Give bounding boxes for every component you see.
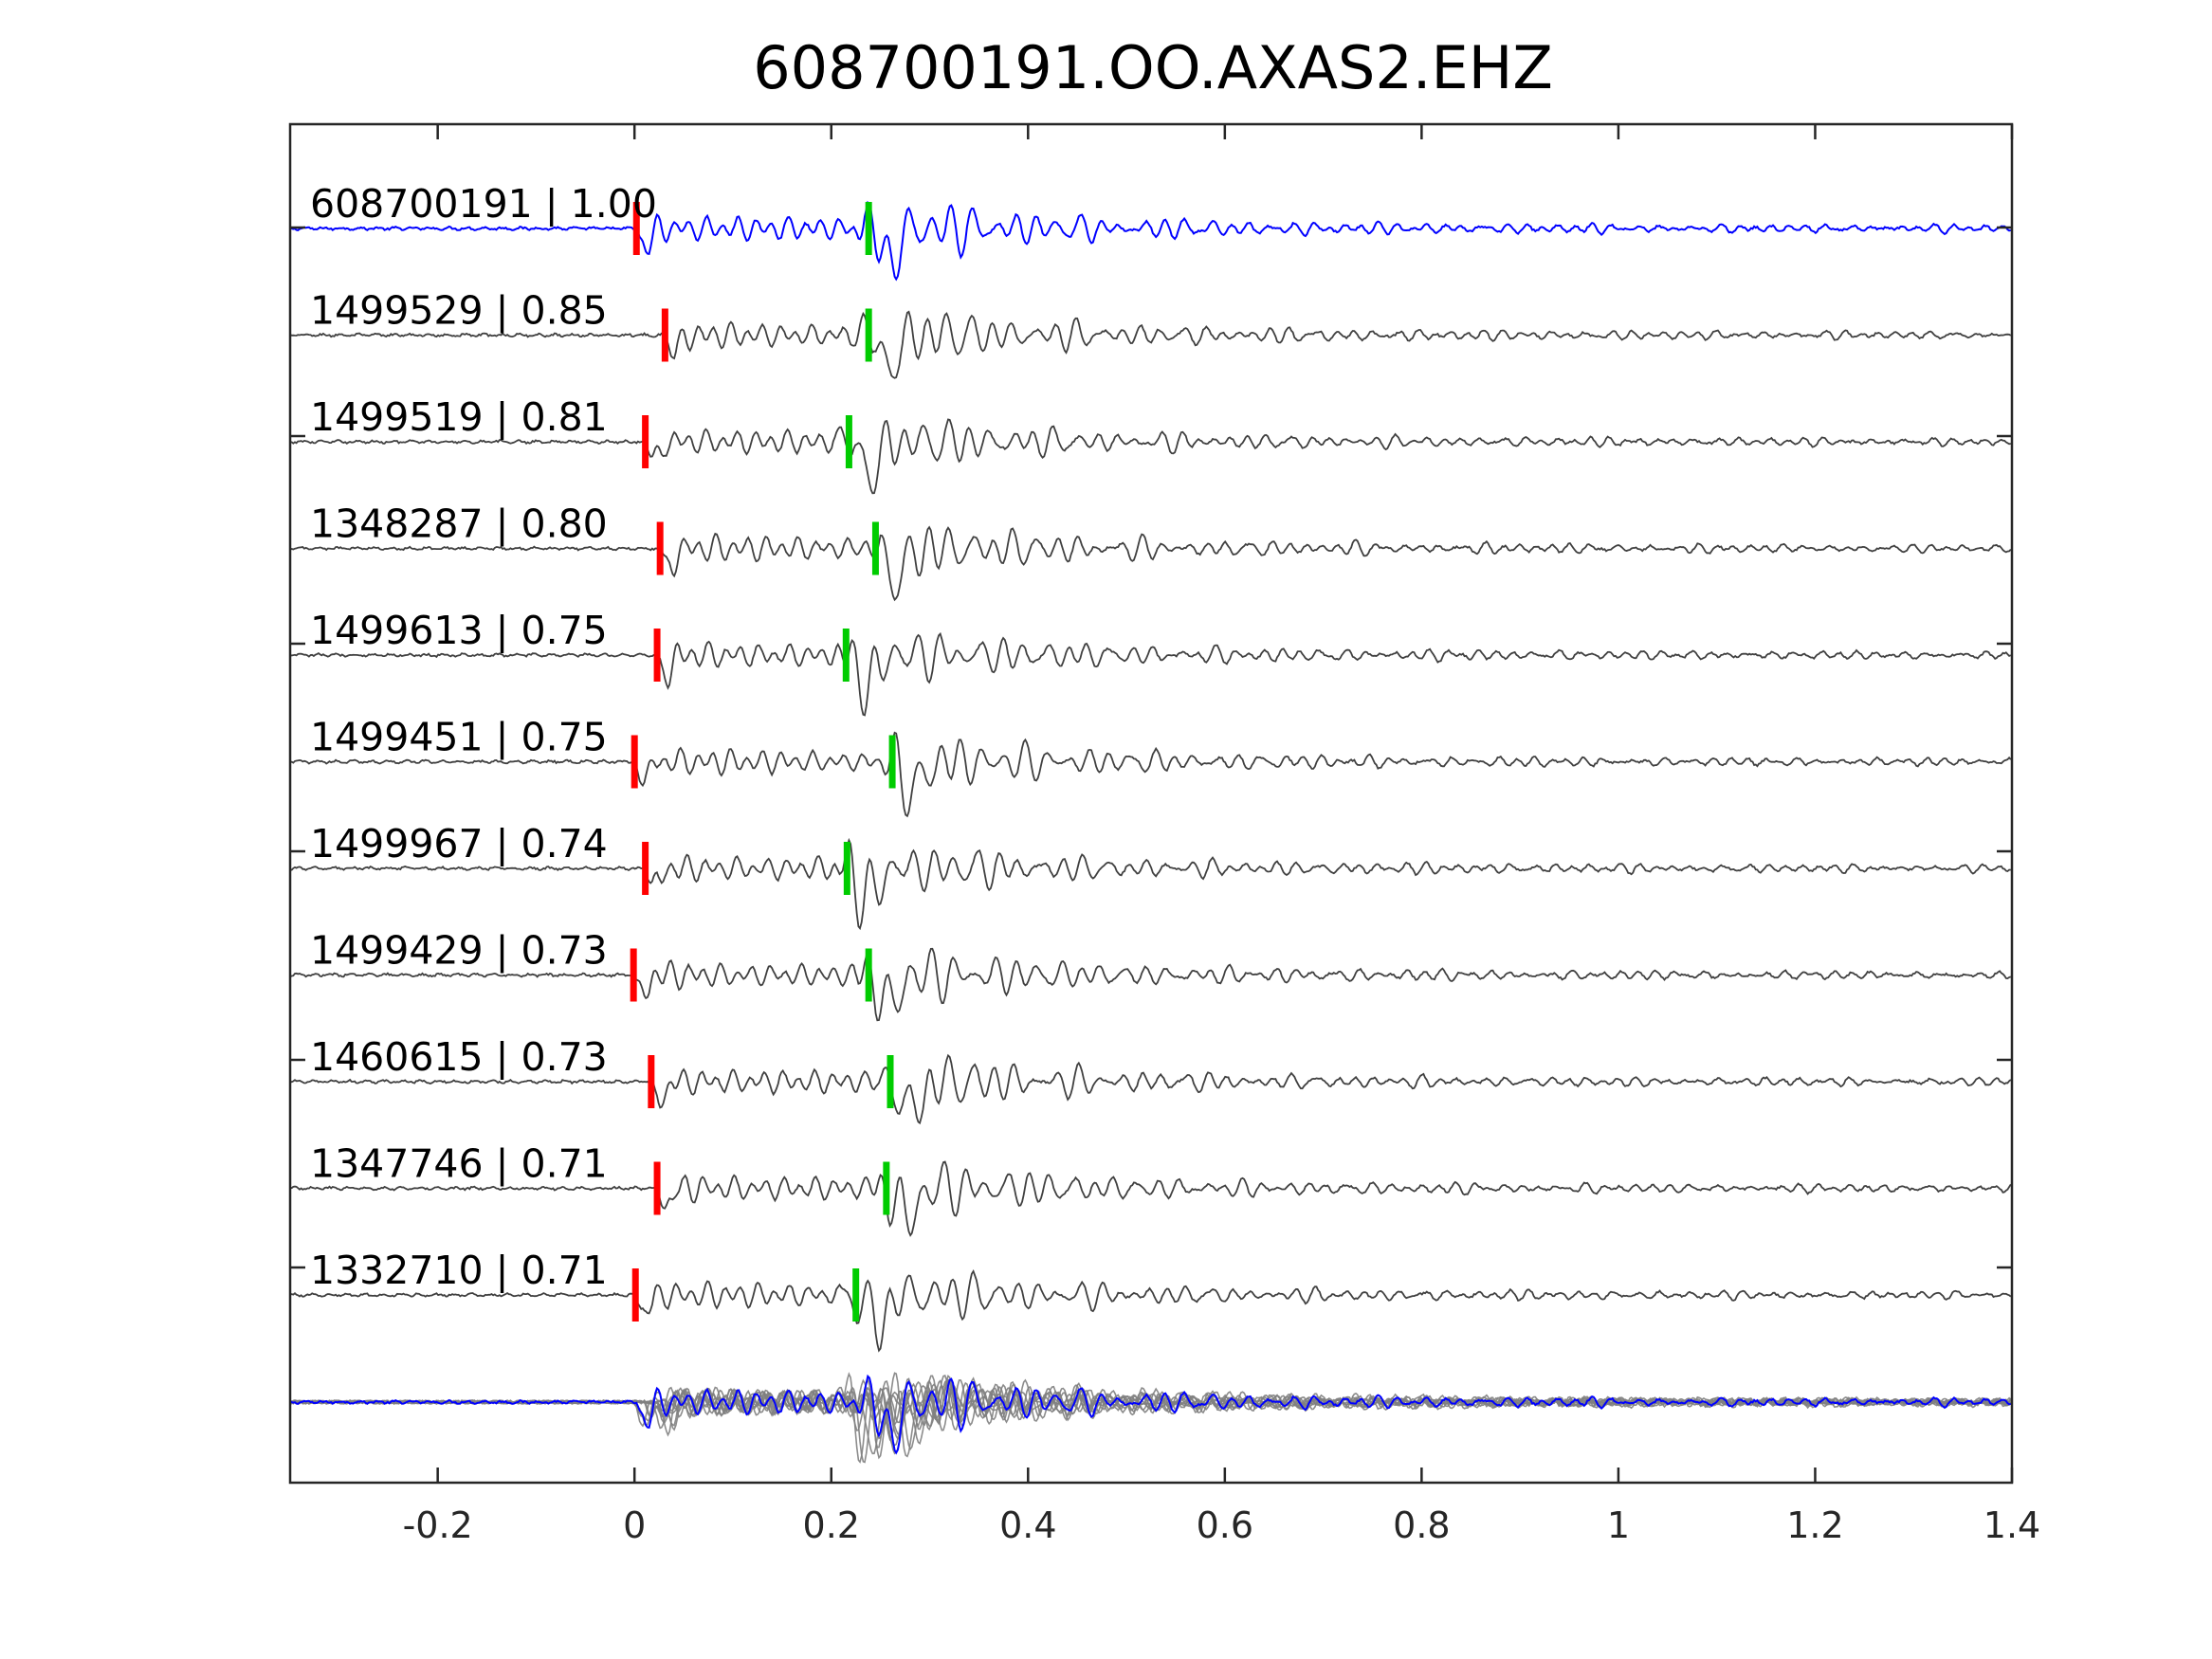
waveform-trace-1499529: [289, 310, 2012, 379]
stack-trace-1348287: [289, 1379, 2012, 1455]
traces-layer: [289, 200, 2012, 1353]
x-tick-label: 0.8: [1393, 1504, 1450, 1546]
x-tick-label: 1: [1607, 1504, 1630, 1546]
waveform-trace-1332710: [289, 1268, 2012, 1353]
x-tick-label: 0: [623, 1504, 646, 1546]
x-tick-label: 0.6: [1197, 1504, 1253, 1546]
waveform-trace-1499451: [289, 731, 2012, 818]
trace-label-1499519: 1499519 | 0.81: [310, 394, 608, 440]
waveform-trace-1499613: [289, 631, 2012, 717]
waveform-trace-1499429: [289, 947, 2012, 1022]
trace-label-1332710: 1332710 | 0.71: [310, 1248, 608, 1293]
picks-layer: [630, 202, 896, 1322]
x-tick-label: 0.2: [803, 1504, 860, 1546]
trace-label-1348287: 1348287 | 0.80: [310, 501, 608, 547]
trace-label-1499451: 1499451 | 0.75: [310, 715, 608, 760]
x-tick-label: 1.2: [1786, 1504, 1843, 1546]
chart-title: 608700191.OO.AXAS2.EHZ: [753, 33, 1553, 102]
stack-trace-1499451: [289, 1372, 2012, 1458]
x-tick-label: 1.4: [1983, 1504, 2040, 1546]
x-axis: -0.2 0 0.2 0.4 0.6 0.8 1 1.2 1.4: [290, 124, 2040, 1546]
trace-label-1460615: 1460615 | 0.73: [310, 1034, 608, 1080]
trace-label-1499429: 1499429 | 0.73: [310, 928, 608, 974]
plot-area-frame: [288, 122, 2014, 1485]
stack-trace-1499519: [290, 1378, 2011, 1455]
trace-label-1347746: 1347746 | 0.71: [310, 1141, 608, 1187]
stack-trace-1499967: [289, 1372, 2011, 1464]
stack-trace-1347746: [289, 1374, 2012, 1451]
trace-label-1499967: 1499967 | 0.74: [310, 821, 608, 866]
trace-label-1499529: 1499529 | 0.85: [310, 288, 608, 334]
x-tick-label: 0.4: [999, 1504, 1056, 1546]
waveform-trace-1499519: [290, 418, 2011, 495]
waveform-trace-608700191: [289, 200, 2012, 282]
x-tick-label: -0.2: [403, 1504, 473, 1546]
waveform-trace-1347746: [289, 1160, 2012, 1237]
stack-layer: [289, 1372, 2012, 1464]
stack-trace-1499613: [289, 1379, 2012, 1464]
waveform-trace-1499967: [289, 837, 2011, 931]
stack-template-trace: [289, 1374, 2012, 1455]
trace-label-608700191: 608700191 | 1.00: [310, 181, 657, 227]
trace-label-1499613: 1499613 | 0.75: [310, 608, 608, 653]
waveform-trace-1460615: [289, 1053, 2012, 1125]
waveform-trace-1348287: [289, 525, 2012, 602]
labels-layer: 608700191 | 1.00 1499529 | 0.85 1499519 | …: [310, 181, 657, 1293]
stack-trace-1332710: [289, 1376, 2012, 1460]
